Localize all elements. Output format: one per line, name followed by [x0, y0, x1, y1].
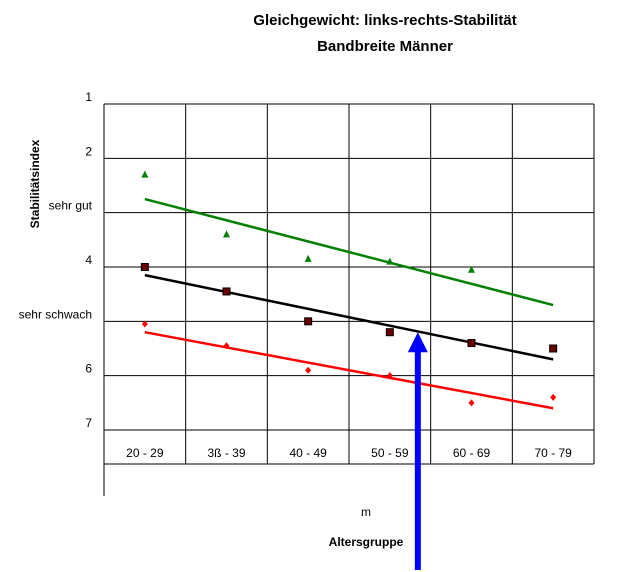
data-point-triangle: [386, 257, 394, 265]
y-tick-label: 4: [85, 253, 92, 267]
x-axis-label: Altersgruppe: [329, 535, 404, 549]
y-tick-label: 2: [85, 144, 92, 158]
x-axis-extra-label: m: [361, 505, 371, 519]
data-point-square: [140, 263, 149, 271]
x-tick-label: 3ß - 39: [207, 446, 245, 460]
data-point-diamond: [223, 342, 230, 350]
annotation-arrow-head: [407, 332, 428, 353]
data-point-square: [549, 344, 558, 353]
data-point-diamond: [386, 372, 393, 380]
x-tick-label: 40 - 49: [289, 446, 327, 460]
y-tick-label: sehr schwach: [19, 307, 92, 321]
y-tick-label: sehr gut: [49, 199, 93, 213]
x-tick-label: 70 - 79: [534, 446, 572, 460]
trendline: [144, 273, 554, 361]
data-point-triangle: [304, 254, 312, 262]
y-axis-label: Stabilitätsindex: [28, 139, 42, 228]
data-point-diamond: [468, 399, 475, 407]
data-point-triangle: [141, 170, 149, 178]
y-tick-label: 7: [85, 416, 92, 430]
x-tick-label: 50 - 59: [371, 446, 409, 460]
data-point-square: [304, 317, 313, 326]
plot-area: 1 2 sehr gut 4 sehr schwach 6 7 20 - 29 3ß - 39 4…: [19, 90, 595, 570]
data-point-square: [222, 287, 231, 296]
data-point-diamond: [141, 320, 148, 328]
data-point-square: [385, 328, 394, 337]
x-tick-label: 20 - 29: [126, 446, 164, 460]
y-tick-label: 1: [85, 90, 92, 104]
chart-subtitle: Bandbreite Männer: [317, 38, 453, 55]
data-point-triangle: [468, 265, 475, 273]
y-tick-label: 6: [85, 362, 92, 376]
trendline: [144, 197, 554, 307]
data-point-diamond: [305, 366, 312, 374]
chart-title: Gleichgewicht: links-rechts-Stabilität: [253, 12, 516, 29]
trendline: [144, 330, 554, 410]
x-tick-label: 60 - 69: [453, 446, 491, 460]
data-point-square: [467, 339, 476, 348]
data-point-diamond: [550, 393, 557, 401]
data-point-triangle: [223, 230, 230, 238]
